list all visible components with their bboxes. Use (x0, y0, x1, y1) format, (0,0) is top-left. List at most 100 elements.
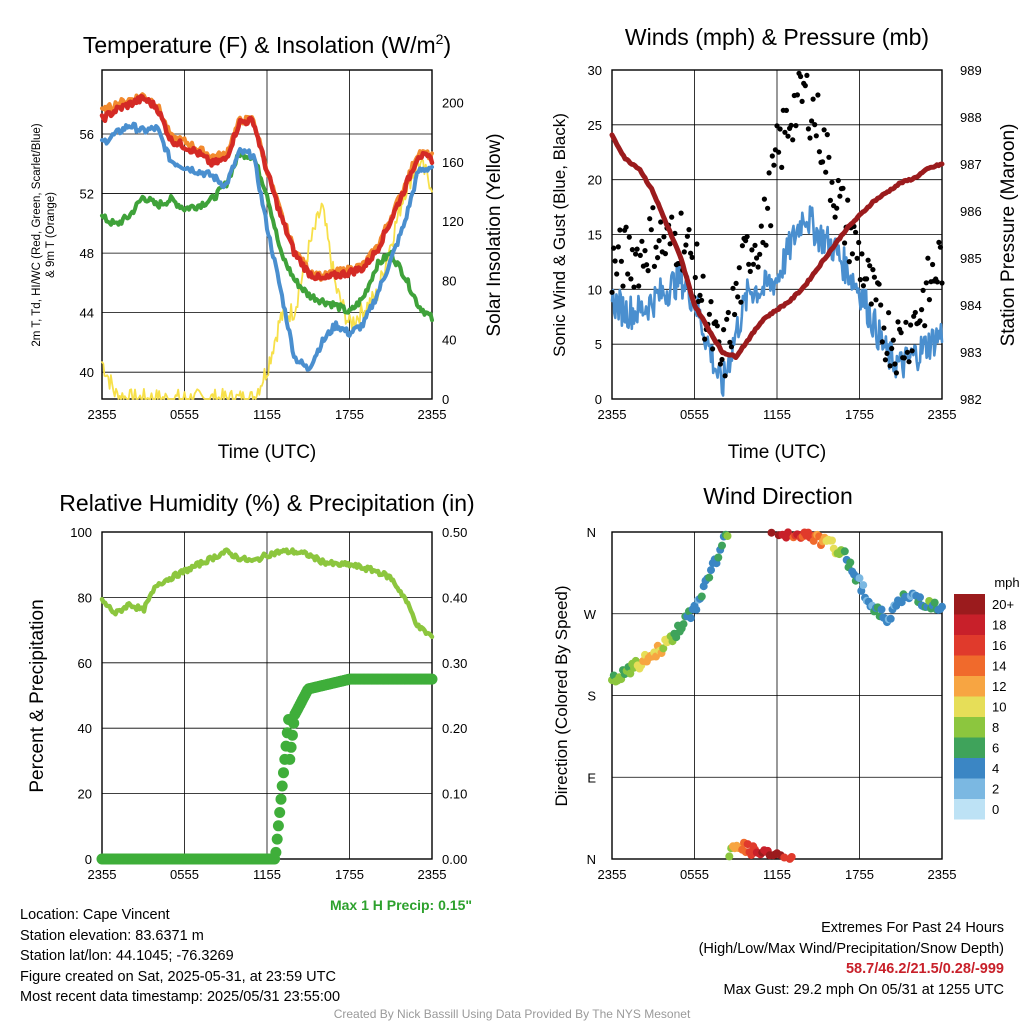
dir-point (787, 853, 796, 861)
winds-ytick-right-label: 985 (960, 251, 982, 266)
winds-gust-point (724, 316, 730, 322)
rh-ytick-label: 100 (70, 525, 92, 540)
winds-gust-point (645, 268, 651, 274)
temp-series-2m-t (99, 93, 435, 282)
temp-ytick-right-label: 160 (442, 155, 464, 170)
winds-ylabel: Sonic Wind & Gust (Blue, Black) (550, 113, 569, 357)
dir-xtick-label: 1755 (845, 867, 874, 882)
winds-gust-point (882, 357, 889, 363)
winds-gust-point (922, 323, 928, 329)
dir-point (859, 581, 868, 590)
rh-precip-point (285, 741, 297, 753)
winds-gust-point (937, 244, 944, 250)
winds-gust-point (749, 247, 755, 253)
winds-gust-point (617, 227, 623, 233)
temp-ytick-label: 52 (80, 187, 94, 202)
winds-gust-point (807, 135, 813, 141)
winds-gust-point (826, 154, 832, 160)
station-info: Location: Cape Vincent Station elevation… (20, 905, 340, 1008)
temp-title-end: ) (443, 32, 451, 58)
winds-gust-point (700, 273, 706, 279)
winds-ytick-label: 10 (588, 282, 602, 297)
winds-gust-point (856, 239, 862, 246)
winds-gust-point (769, 153, 775, 159)
winds-gust-point (689, 254, 695, 260)
winds-gust-point (846, 259, 852, 265)
winds-ylabel-right: Station Pressure (Maroon) (998, 124, 1019, 347)
temp-ytick-right-label: 120 (442, 214, 464, 229)
winds-gust-point (776, 149, 782, 155)
winds-gust-point (661, 234, 667, 240)
rh-ytick-right-label: 0.20 (442, 721, 467, 736)
winds-gust-point (725, 309, 731, 316)
winds-gust-point (639, 238, 645, 244)
temp-ylabel-line2: & 9m T (Orange) (45, 192, 57, 278)
winds-gust-point (651, 263, 658, 269)
winds-title: Winds (mph) & Pressure (mb) (625, 24, 929, 50)
winds-gust-point (903, 319, 909, 325)
dir-legend-swatch (954, 778, 985, 799)
winds-gust-point (634, 246, 640, 252)
winds-gust-point (809, 118, 815, 124)
dir-legend-label: 6 (992, 741, 999, 756)
winds-gust-point (901, 355, 907, 361)
winds-gust-point (906, 359, 912, 365)
winds-gust-point (714, 323, 720, 329)
dir-legend-swatch (954, 737, 985, 758)
rh-ytick-label: 40 (78, 721, 92, 736)
winds-ytick-right-label: 989 (960, 63, 982, 78)
dir-legend-swatch (954, 696, 985, 717)
winds-gust-point (816, 149, 823, 155)
rh-precip-point (271, 833, 283, 845)
winds-gust-point (620, 283, 626, 289)
winds-gust-point (719, 356, 725, 363)
winds-xlabel: Time (UTC) (728, 442, 827, 463)
temp-xtick-label: 0555 (170, 407, 199, 422)
dir-legend-swatch (954, 594, 985, 615)
winds-gust-point (710, 346, 716, 352)
dir-point (916, 593, 924, 602)
dir-legend-label: 2 (992, 782, 999, 797)
temp-series-hi-wc (100, 121, 434, 372)
winds-gust-point (864, 276, 870, 282)
dir-point (723, 532, 732, 540)
winds-gust-point (678, 210, 684, 216)
winds-gust-point (887, 363, 893, 369)
winds-gust-point (892, 361, 898, 367)
dir-point (930, 598, 939, 607)
winds-gust-point (722, 373, 728, 379)
winds-xtick-label: 2355 (928, 407, 957, 422)
winds-gust-point (832, 214, 838, 220)
temp-title-sup: 2 (436, 31, 444, 47)
dir-point (840, 547, 849, 556)
winds-gust-point (650, 205, 656, 211)
dir-point (877, 605, 886, 614)
footer-credit: Created By Nick Bassill Using Data Provi… (333, 1007, 691, 1021)
extremes-title: Extremes For Past 24 Hours (821, 920, 1004, 936)
winds-gust-point (684, 233, 691, 239)
winds-gust-point (834, 205, 840, 211)
winds-gust-point (669, 214, 675, 220)
temp-xtick-label: 2355 (418, 407, 447, 422)
winds-gust-point (738, 299, 744, 305)
winds-gust-point (612, 258, 618, 264)
dir-point (718, 541, 726, 550)
dir-xtick-label: 1155 (763, 867, 791, 882)
winds-gust-point (771, 162, 777, 168)
winds-gust-point (821, 127, 827, 133)
winds-gust-point (898, 330, 904, 336)
winds-gust-point (824, 132, 830, 138)
winds-gust-point (656, 238, 662, 244)
winds-gust-point (625, 271, 631, 277)
rh-ytick-right-label: 0.40 (442, 590, 467, 605)
winds-gust-point (939, 280, 945, 286)
rh-precip-point (274, 807, 286, 818)
winds-gust-point (783, 107, 790, 113)
winds-gust-point (799, 98, 805, 104)
winds-gust-point (870, 267, 876, 273)
dir-point (846, 558, 855, 567)
winds-gust-point (761, 196, 768, 202)
dir-ylabel: Direction (Colored By Speed) (552, 585, 571, 806)
winds-gust-point (648, 227, 654, 233)
winds-gust-point (774, 123, 780, 129)
